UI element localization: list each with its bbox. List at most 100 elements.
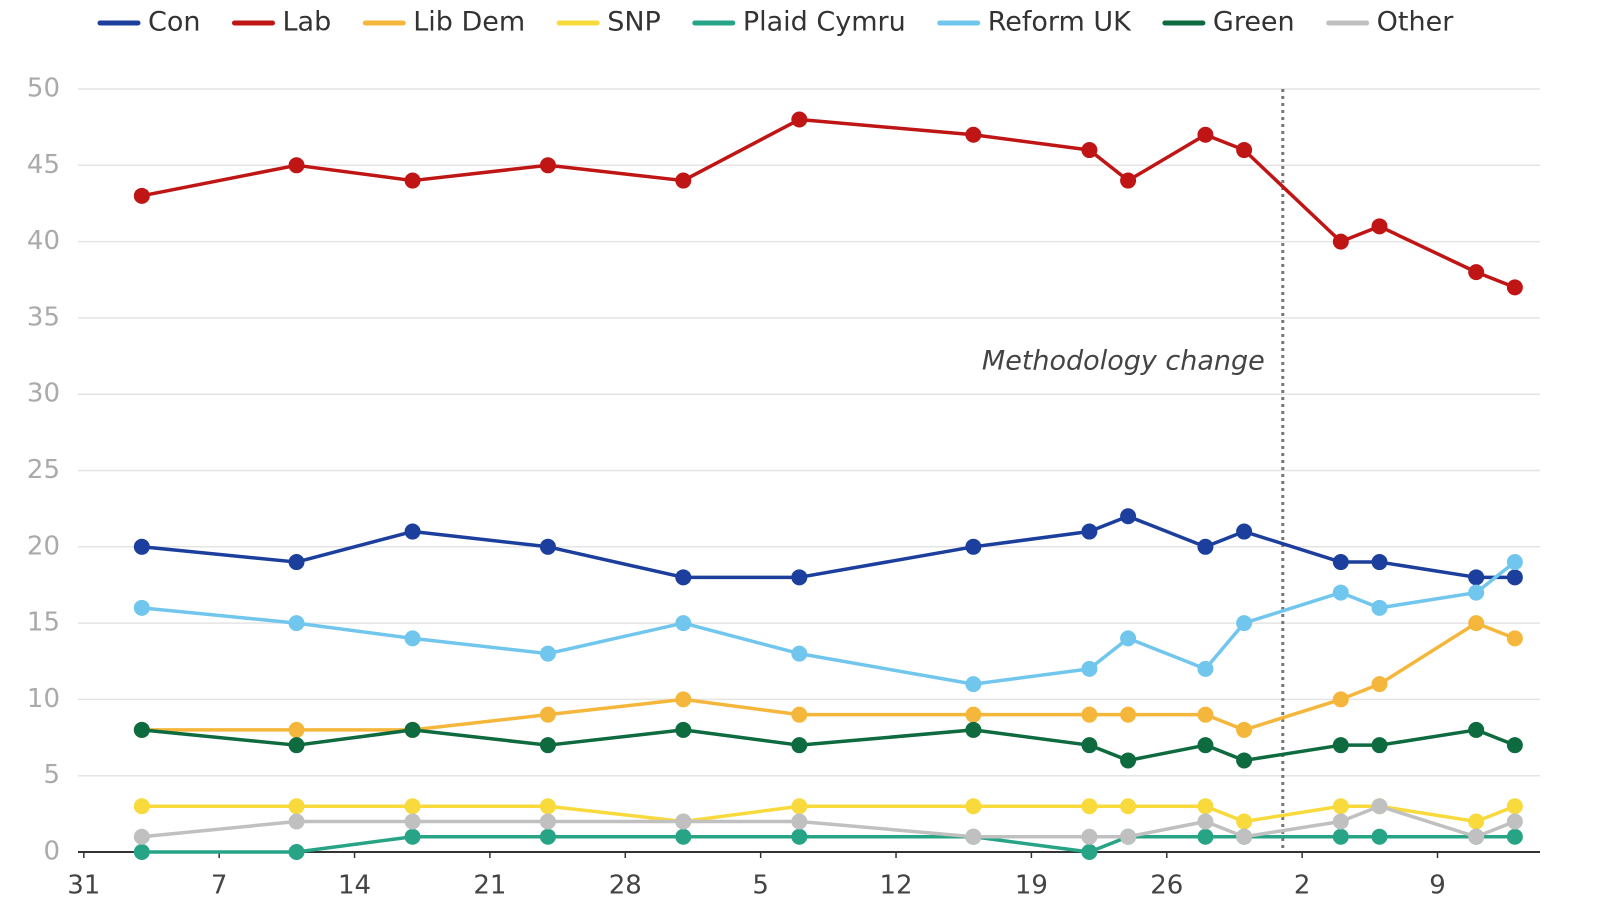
point bbox=[1236, 615, 1253, 632]
point bbox=[288, 721, 305, 738]
point bbox=[1506, 828, 1523, 845]
point bbox=[288, 615, 305, 632]
point bbox=[1120, 630, 1137, 647]
annotation-text: Methodology change bbox=[982, 346, 1265, 377]
point bbox=[791, 828, 808, 845]
y-tick-label: 20 bbox=[27, 531, 60, 561]
point bbox=[1506, 569, 1523, 586]
legend-label: SNP bbox=[607, 7, 661, 38]
point bbox=[1332, 554, 1349, 571]
point bbox=[404, 523, 421, 540]
point bbox=[1120, 752, 1137, 769]
point bbox=[1371, 798, 1388, 815]
point bbox=[133, 798, 150, 815]
point bbox=[1081, 706, 1098, 723]
x-tick-label: 9 bbox=[1429, 871, 1446, 900]
point bbox=[1371, 218, 1388, 235]
point bbox=[1197, 798, 1214, 815]
y-tick-label: 35 bbox=[27, 302, 60, 332]
point bbox=[1081, 798, 1098, 815]
point bbox=[1506, 737, 1523, 754]
point bbox=[404, 721, 421, 738]
point bbox=[1371, 554, 1388, 571]
point bbox=[1468, 813, 1485, 830]
point bbox=[404, 172, 421, 189]
point bbox=[1197, 706, 1214, 723]
point bbox=[1506, 630, 1523, 647]
point bbox=[133, 599, 150, 616]
point bbox=[1236, 813, 1253, 830]
point bbox=[1197, 828, 1214, 845]
x-tick-label: 2 bbox=[1294, 871, 1311, 900]
point bbox=[1332, 691, 1349, 708]
point bbox=[539, 798, 556, 815]
point bbox=[1120, 828, 1137, 845]
point bbox=[675, 828, 692, 845]
point bbox=[539, 645, 556, 662]
series-line bbox=[141, 117, 1516, 290]
legend-label: Plaid Cymru bbox=[743, 7, 906, 38]
point bbox=[539, 737, 556, 754]
point bbox=[1197, 126, 1214, 143]
point bbox=[1081, 142, 1098, 159]
point bbox=[1506, 798, 1523, 815]
point bbox=[133, 538, 150, 555]
series-line bbox=[141, 728, 1516, 763]
point bbox=[1468, 828, 1485, 845]
point bbox=[1371, 599, 1388, 616]
point bbox=[539, 813, 556, 830]
point bbox=[288, 554, 305, 571]
point bbox=[133, 844, 150, 860]
point bbox=[404, 828, 421, 845]
point bbox=[1236, 142, 1253, 159]
point bbox=[791, 813, 808, 830]
point bbox=[675, 569, 692, 586]
point bbox=[1332, 233, 1349, 250]
point bbox=[404, 813, 421, 830]
point bbox=[791, 569, 808, 586]
point bbox=[288, 737, 305, 754]
point bbox=[791, 111, 808, 128]
point bbox=[1236, 752, 1253, 769]
point bbox=[791, 737, 808, 754]
legend-label: Other bbox=[1377, 7, 1455, 38]
x-tick-label: 5 bbox=[752, 871, 769, 900]
point bbox=[675, 813, 692, 830]
point bbox=[1332, 813, 1349, 830]
point bbox=[1197, 660, 1214, 677]
point bbox=[1197, 538, 1214, 555]
y-tick-label: 15 bbox=[27, 608, 60, 638]
x-tick-label: 31 bbox=[67, 871, 100, 900]
x-tick-label: 12 bbox=[879, 871, 912, 900]
point bbox=[1332, 584, 1349, 601]
point bbox=[1468, 615, 1485, 632]
grid: 0 5 10 15 20 25 30 35 40 45 50 31 7 14 21 28 5 12 19 26 2 9 Me… bbox=[27, 74, 1540, 900]
point bbox=[1120, 172, 1137, 189]
point bbox=[1371, 676, 1388, 693]
x-tick-label: 19 bbox=[1015, 871, 1048, 900]
point bbox=[1236, 721, 1253, 738]
point bbox=[539, 157, 556, 174]
legend: Con Lab Lib Dem SNP Plaid Cymru Reform UK Gree… bbox=[97, 7, 1455, 38]
legend-label: Lib Dem bbox=[413, 7, 525, 38]
point bbox=[1332, 737, 1349, 754]
series-line bbox=[141, 621, 1516, 732]
point bbox=[1081, 660, 1098, 677]
point bbox=[1468, 569, 1485, 586]
point bbox=[791, 706, 808, 723]
point bbox=[1371, 828, 1388, 845]
point bbox=[1197, 737, 1214, 754]
point bbox=[1236, 828, 1253, 845]
x-tick-label: 7 bbox=[211, 871, 228, 900]
series-line bbox=[141, 804, 1516, 824]
y-tick-label: 5 bbox=[43, 760, 60, 790]
x-tick-label: 26 bbox=[1150, 871, 1183, 900]
point bbox=[539, 538, 556, 555]
point bbox=[1081, 828, 1098, 845]
y-tick-label: 45 bbox=[27, 150, 60, 180]
point bbox=[1506, 554, 1523, 571]
y-tick-label: 25 bbox=[27, 455, 60, 485]
point bbox=[1197, 813, 1214, 830]
point bbox=[965, 721, 982, 738]
